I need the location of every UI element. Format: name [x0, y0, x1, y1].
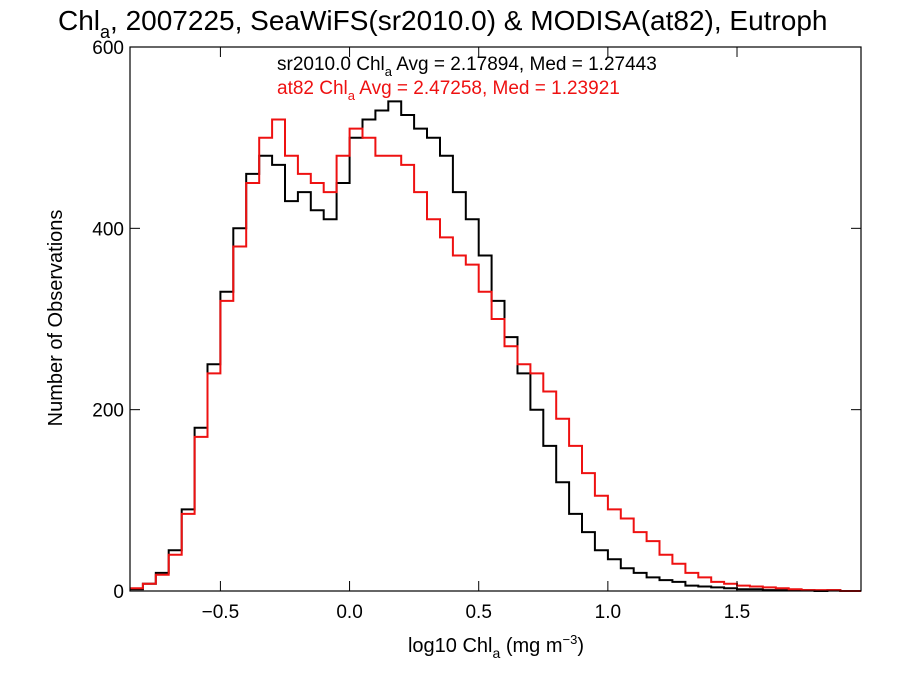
y-axis-label: Number of Observations [45, 210, 67, 427]
x-tick-label: 1.0 [595, 602, 621, 623]
tick-layer: −0.5 0.0 0.5 1.0 1.5 0 200 400 600 [92, 38, 861, 623]
annotation-at82: at82 Chla Avg = 2.47258, Med = 1.23921 [277, 78, 620, 103]
series-line-at82 [130, 118, 861, 592]
y-tick-label: 400 [92, 219, 124, 240]
x-tick-label: 1.5 [724, 602, 750, 623]
x-tick-label: 0.0 [336, 602, 362, 623]
y-tick-label: 0 [113, 582, 124, 603]
x-axis-label: log10 Chla (mg m−3) [408, 632, 584, 661]
y-tick-label: 600 [92, 38, 124, 59]
series-layer [130, 100, 861, 592]
series-line-sr2010-0 [130, 100, 861, 592]
chart-title: Chla, 2007225, SeaWiFS(sr2010.0) & MODIS… [58, 5, 827, 42]
annotation-sr2010: sr2010.0 Chla Avg = 2.17894, Med = 1.274… [277, 54, 657, 79]
x-tick-label: −0.5 [202, 602, 240, 623]
title-part-main: Chl [58, 5, 100, 36]
title-part-rest: , 2007225, SeaWiFS(sr2010.0) & MODISA(at… [110, 5, 827, 36]
y-tick-label: 200 [92, 401, 124, 422]
plot-frame [129, 46, 862, 592]
title-part-subscript: a [100, 22, 111, 42]
x-tick-label: 0.5 [465, 602, 491, 623]
